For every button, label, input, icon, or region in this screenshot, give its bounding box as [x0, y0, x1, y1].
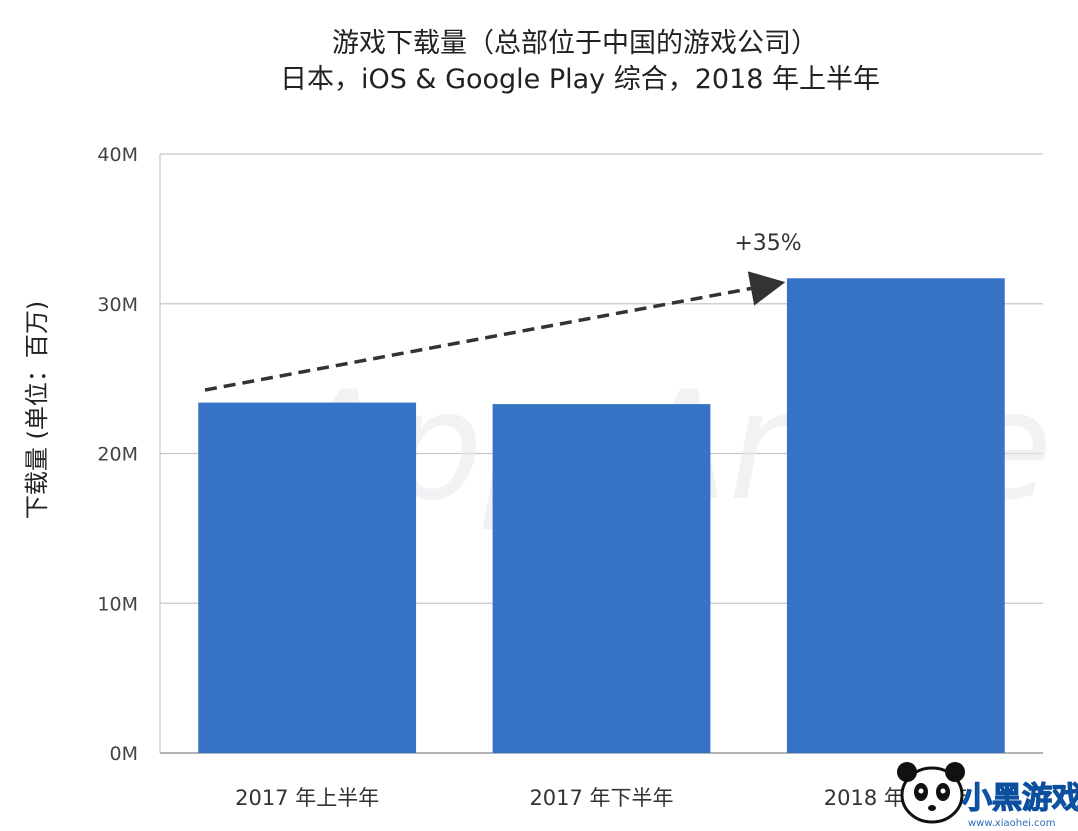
chart-subtitle: 日本，iOS & Google Play 综合，2018 年上半年 — [280, 64, 880, 95]
site-logo: 小黑游戏 www.xiaohei.com — [897, 762, 1078, 829]
bar — [492, 404, 711, 753]
x-axis-labels: 2017 年上半年 2017 年下半年 2018 年上半年 — [235, 786, 968, 810]
chart-title: 游戏下载量（总部位于中国的游戏公司） — [332, 28, 818, 59]
y-tick-label: 10M — [97, 593, 138, 615]
bar — [198, 402, 417, 753]
y-axis-ticks: 0M 10M 20M 30M 40M — [97, 144, 138, 765]
x-tick-label: 2017 年下半年 — [529, 786, 673, 810]
x-tick-label: 2017 年上半年 — [235, 786, 379, 810]
logo-text: 小黑游戏 — [962, 781, 1078, 816]
logo-url: www.xiaohei.com — [968, 818, 1056, 829]
y-tick-label: 40M — [97, 144, 138, 166]
trend-arrow — [204, 271, 786, 392]
bar — [786, 278, 1005, 753]
y-tick-label: 0M — [110, 743, 138, 765]
panda-icon — [897, 762, 965, 824]
y-axis-label: 下载量 (单位：百万) — [23, 301, 51, 519]
y-tick-label: 30M — [97, 294, 138, 316]
y-tick-label: 20M — [97, 444, 138, 466]
growth-annotation: +35% — [734, 231, 801, 256]
bars — [198, 278, 1005, 753]
